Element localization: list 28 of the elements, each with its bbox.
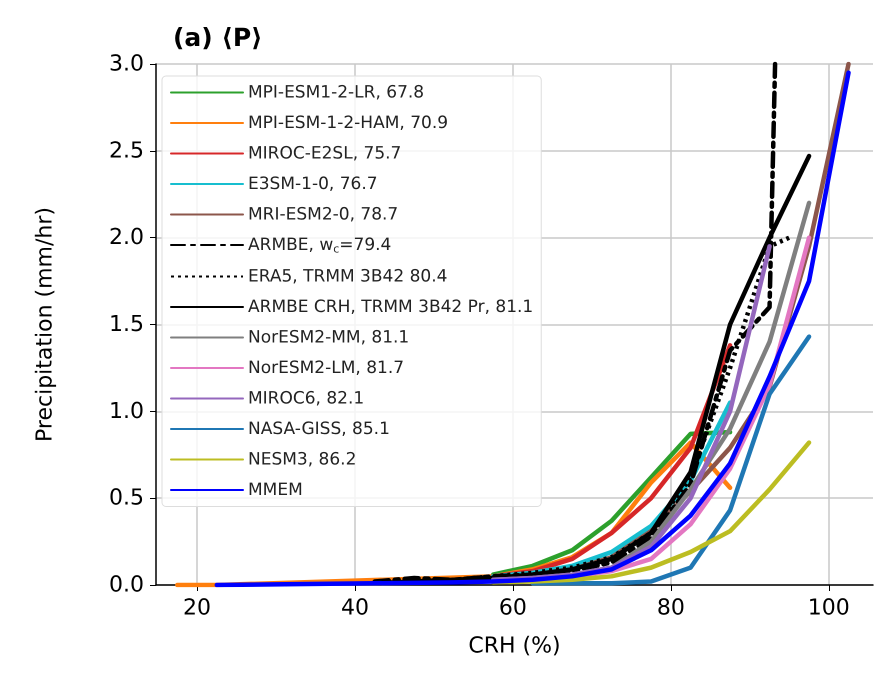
legend-label: NASA-GISS, 85.1 [248,419,390,439]
legend-label: ERA5, TRMM 3B42 80.4 [248,266,448,286]
x-tick-label: 80 [656,596,685,620]
x-tick-label: 40 [340,596,369,620]
y-tick-label: 2.0 [109,225,144,250]
legend-label: MPI-ESM1-2-LR, 67.8 [248,82,424,102]
y-tick-label: 3.0 [109,52,144,76]
legend-label: MMEM [248,480,303,500]
chart-title: (a) ⟨P⟩ [173,23,263,52]
y-tick-label: 1.0 [109,398,144,424]
legend-label: E3SM-1-0, 76.7 [248,174,378,194]
legend-label: MRI-ESM2-0, 78.7 [248,204,398,224]
legend-label: MIROC-E2SL, 75.7 [248,144,402,164]
y-tick-label: 1.5 [109,312,144,337]
legend-label: NorESM2-LM, 81.7 [248,358,404,378]
legend-label: ARMBE CRH, TRMM 3B42 Pr, 81.1 [248,297,534,317]
y-tick-label: 0.5 [109,486,144,511]
legend-label: MPI-ESM-1-2-HAM, 70.9 [248,113,448,133]
x-axis-title: CRH (%) [468,634,561,658]
y-axis-title: Precipitation (mm/hr) [32,207,58,442]
x-tick-label: 60 [498,596,527,620]
legend-label: MIROC6, 82.1 [248,388,364,408]
x-tick-label: 20 [183,596,212,620]
legend-label: NorESM2-MM, 81.1 [248,328,410,348]
legend-label: NESM3, 86.2 [248,450,356,470]
y-tick-label: 2.5 [109,138,144,164]
y-tick-label: 0.0 [109,572,144,598]
x-tick-label: 100 [808,596,850,620]
